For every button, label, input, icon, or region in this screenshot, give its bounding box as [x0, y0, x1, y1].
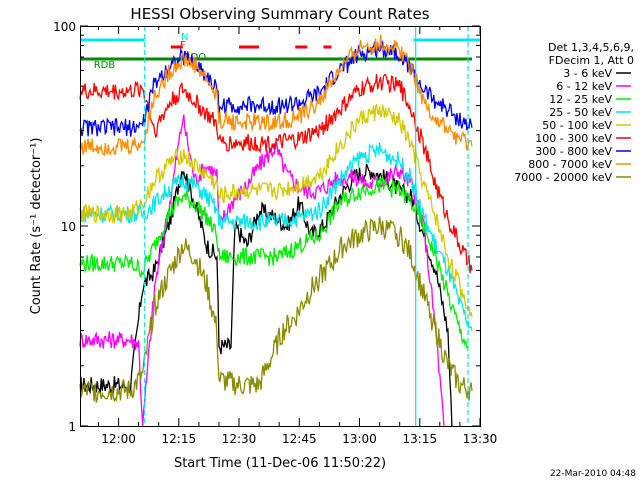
series-line-7	[79, 34, 473, 157]
flag-bar-n-0	[80, 38, 145, 42]
flag-label-rdb: RDB	[94, 60, 116, 71]
legend-label-6: 300 - 800 keV	[535, 145, 612, 158]
x-tick-label-5: 13:15	[403, 432, 438, 446]
flag-bar-f-3	[323, 45, 332, 49]
legend-label-0: 3 - 6 keV	[563, 67, 612, 80]
legend-label-8: 7000 - 20000 keV	[514, 171, 612, 184]
flag-label-f: F	[180, 40, 186, 51]
flag-bar-f-0	[170, 45, 183, 49]
series-line-4	[79, 103, 473, 318]
flag-bar-n-1	[413, 38, 480, 42]
x-axis-label: Start Time (11-Dec-06 11:50:22)	[174, 456, 386, 471]
x-tick-label-4: 13:00	[342, 432, 377, 446]
x-axis: 12:00 12:15 12:30 12:45 13:00 13:15 13:30	[98, 26, 498, 446]
series-line-8	[79, 216, 473, 403]
y-axis-label: Count Rate (s⁻¹ detector⁻¹)	[29, 138, 44, 315]
series-line-3	[79, 142, 473, 331]
x-tick-label-0: 12:00	[101, 432, 136, 446]
flag-label-n: N	[181, 32, 188, 43]
y-tick-label-1: 10	[61, 220, 76, 234]
series-line-5	[79, 73, 473, 274]
y-tick-label-2: 100	[53, 20, 76, 34]
legend-header-1: FDecim 1, Att 0	[549, 54, 634, 67]
y-axis: 1 10 100	[53, 20, 480, 434]
legend: Det 1,3,4,5,6,9,FDecim 1, Att 03 - 6 keV…	[514, 41, 634, 184]
flag-label-rdo: RDO	[184, 52, 207, 63]
series-line-2	[79, 175, 469, 350]
footer-date: 22-Mar-2010 04:48	[550, 469, 636, 479]
legend-label-2: 12 - 25 keV	[549, 93, 612, 106]
legend-label-5: 100 - 300 keV	[535, 132, 612, 145]
y-tick-label-0: 1	[68, 420, 76, 434]
legend-label-1: 6 - 12 keV	[556, 80, 612, 93]
series-lines	[79, 34, 473, 427]
legend-label-4: 50 - 100 keV	[542, 119, 612, 132]
marker-lines	[144, 26, 469, 426]
legend-label-3: 25 - 50 keV	[549, 106, 612, 119]
chart-title: HESSI Observing Summary Count Rates	[130, 5, 429, 23]
x-tick-label-3: 12:45	[282, 432, 317, 446]
x-tick-label-1: 12:15	[162, 432, 197, 446]
x-tick-label-6: 13:30	[463, 432, 498, 446]
x-tick-label-2: 12:30	[222, 432, 257, 446]
flag-bar-f-1	[239, 45, 260, 49]
flag-bar-rdo-0	[80, 57, 472, 61]
flag-bar-f-2	[295, 45, 308, 49]
legend-header-0: Det 1,3,4,5,6,9,	[548, 41, 634, 54]
legend-label-7: 800 - 7000 keV	[528, 158, 612, 171]
